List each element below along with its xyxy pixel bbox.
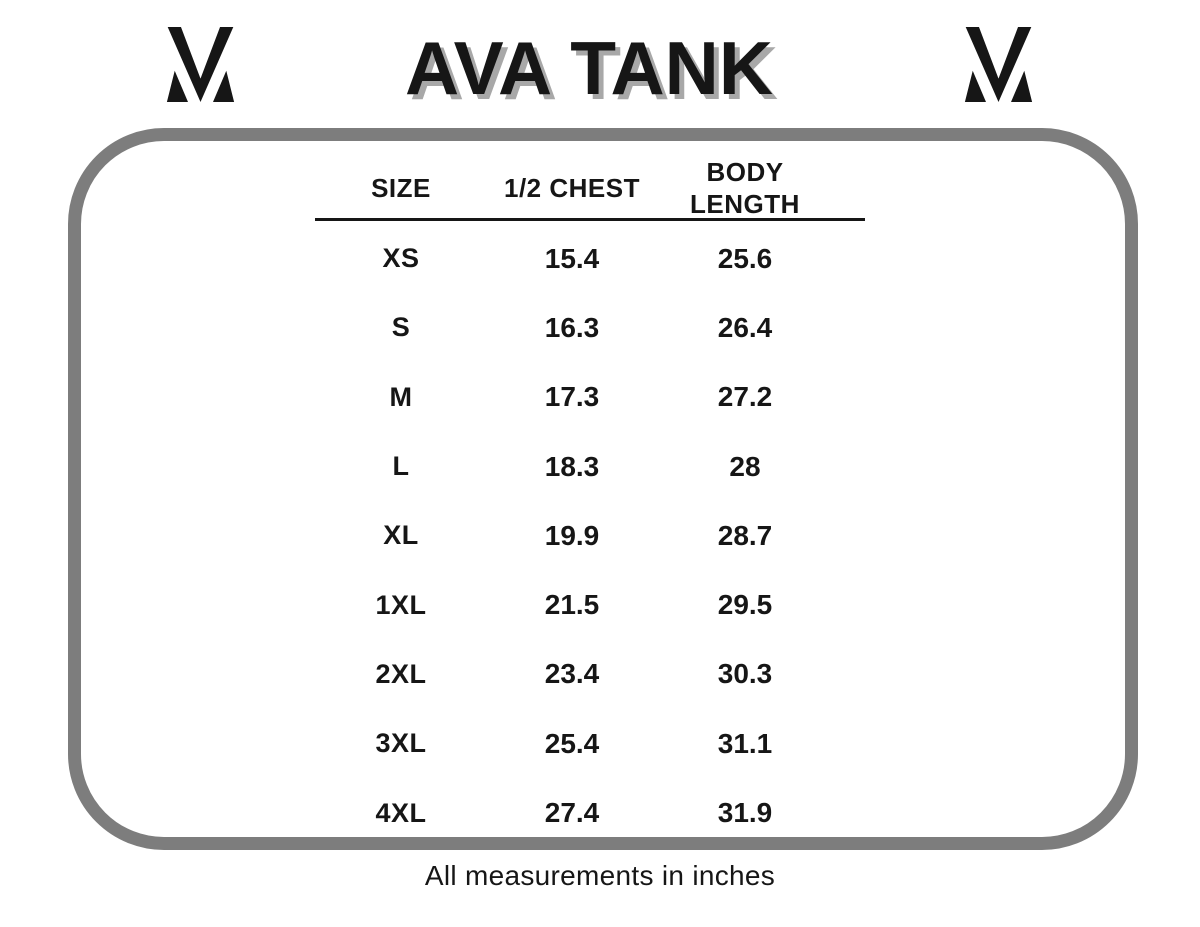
half-chest-value-cell: 17.3 — [544, 381, 600, 413]
size-cell: 3XL — [375, 728, 427, 759]
half-chest-value-cell: 23.4 — [544, 658, 600, 690]
body-length-value-cell: 31.9 — [717, 797, 773, 829]
table-row: XL 19.9 28.7 — [0, 501, 1200, 570]
body-length-value-cell: 31.1 — [717, 727, 773, 759]
header-divider-line — [315, 218, 865, 221]
size-cell: 1XL — [375, 589, 427, 620]
body-length-value-cell: 29.5 — [717, 589, 773, 621]
half-chest-value-cell: 25.4 — [544, 727, 600, 759]
brand-logo-right — [959, 27, 1038, 102]
half-chest-value-cell: 16.3 — [544, 311, 600, 343]
column-header-size: SIZE — [371, 173, 431, 203]
half-chest-value-cell: 21.5 — [544, 589, 600, 621]
measurements-note: All measurements in inches — [424, 860, 776, 891]
body-length-value-cell: 28 — [729, 450, 761, 482]
body-length-value-cell: 25.6 — [717, 242, 773, 274]
column-header-half-chest: 1/2 CHEST — [504, 173, 640, 203]
half-chest-value-cell: 27.4 — [544, 797, 600, 829]
size-cell: 4XL — [375, 797, 427, 828]
table-row: 1XL 21.5 29.5 — [0, 570, 1200, 639]
size-cell: XL — [383, 520, 419, 551]
mv-monogram-icon — [166, 27, 235, 102]
table-row: S 16.3 26.4 — [0, 293, 1200, 362]
size-cell: L — [392, 451, 410, 482]
table-row: 4XL 27.4 31.9 — [0, 778, 1200, 847]
size-cell: XS — [382, 243, 420, 274]
table-row: L 18.3 28 — [0, 432, 1200, 501]
half-chest-value-cell: 19.9 — [544, 519, 600, 551]
mv-monogram-icon — [964, 27, 1033, 102]
brand-logo-left — [161, 27, 240, 102]
body-length-value-cell: 26.4 — [717, 311, 773, 343]
size-cell: 2XL — [375, 658, 427, 689]
half-chest-value-cell: 15.4 — [544, 242, 600, 274]
half-chest-value-cell: 18.3 — [544, 450, 600, 482]
body-length-value-cell: 28.7 — [717, 519, 773, 551]
body-length-value-cell: 30.3 — [717, 658, 773, 690]
table-row: 3XL 25.4 31.1 — [0, 709, 1200, 778]
size-cell: M — [389, 381, 413, 412]
body-length-value-cell: 27.2 — [717, 381, 773, 413]
table-row: 2XL 23.4 30.3 — [0, 640, 1200, 709]
table-row: M 17.3 27.2 — [0, 363, 1200, 432]
table-header: SIZE 1/2 CHEST BODY LENGTH — [0, 152, 1200, 224]
table-body: XS 15.4 25.6 S 16.3 26.4 M 17.3 27.2 L 1… — [0, 224, 1200, 848]
column-header-body-length: BODY LENGTH — [690, 157, 800, 219]
table-row: XS 15.4 25.6 — [0, 224, 1200, 293]
size-cell: S — [391, 312, 411, 343]
page-title: AVA TANK — [404, 26, 773, 110]
